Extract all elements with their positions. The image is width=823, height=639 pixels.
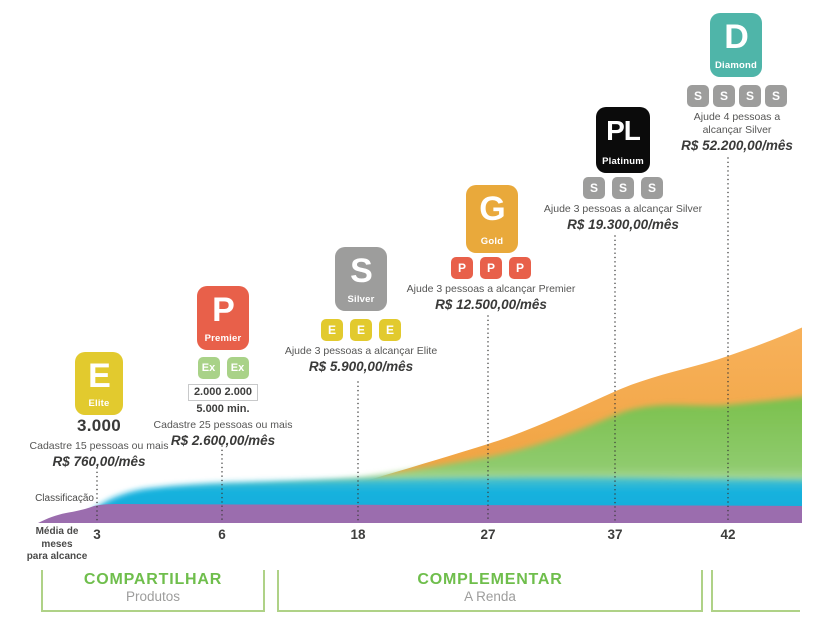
x-axis-label: Média de meses para alcance bbox=[26, 526, 88, 562]
silver-chip: S bbox=[583, 177, 605, 199]
platinum-requirement: Ajude 3 pessoas a alcançar Silver bbox=[543, 203, 703, 215]
platinum-income: R$ 19.300,00/mês bbox=[567, 217, 679, 233]
premier-chip: P bbox=[509, 257, 531, 279]
annotation-premier: Ex Ex 2.000 2.000 5.000 min. Cadastre 25… bbox=[136, 357, 310, 448]
badge-elite: E Elite bbox=[75, 352, 123, 415]
annotation-gold: P P P Ajude 3 pessoas a alcançar Premier… bbox=[404, 257, 578, 312]
premier-income: R$ 2.600,00/mês bbox=[170, 433, 276, 449]
section-compartilhar: COMPARTILHAR Produtos bbox=[41, 570, 265, 612]
elite-chip: E bbox=[350, 319, 372, 341]
purple-band bbox=[38, 504, 802, 523]
elite-chip: E bbox=[321, 319, 343, 341]
gold-income: R$ 12.500,00/mês bbox=[435, 297, 547, 313]
badge-premier-letter: P bbox=[212, 291, 235, 329]
badge-silver-letter: S bbox=[350, 252, 373, 290]
premier-chip: P bbox=[480, 257, 502, 279]
diamond-income: R$ 52.200,00/mês bbox=[681, 138, 793, 154]
badge-diamond-name: Diamond bbox=[714, 60, 758, 71]
dotted-guides bbox=[96, 157, 729, 522]
badge-gold-letter: G bbox=[479, 190, 505, 228]
gold-requirement: Ajude 3 pessoas a alcançar Premier bbox=[406, 283, 576, 295]
annotation-platinum: S S S Ajude 3 pessoas a alcançar Silver … bbox=[535, 177, 711, 232]
badge-gold: G Gold bbox=[466, 185, 518, 253]
x-tick-42: 42 bbox=[720, 527, 736, 542]
elite-volume: 3.000 bbox=[76, 416, 122, 435]
gold-helper-chips: P P P bbox=[404, 257, 578, 279]
section-complementar-subtitle: A Renda bbox=[464, 589, 516, 604]
silver-chip: S bbox=[765, 85, 787, 107]
platinum-helper-chips: S S S bbox=[535, 177, 711, 199]
annotation-silver: E E E Ajude 3 pessoas a alcançar Elite R… bbox=[274, 319, 448, 374]
silver-chip: S bbox=[612, 177, 634, 199]
section-complementar-title: COMPLEMENTAR bbox=[417, 571, 563, 588]
badge-platinum-name: Platinum bbox=[602, 156, 644, 167]
classification-label: Classificação bbox=[35, 493, 94, 504]
section-compartilhar-subtitle: Produtos bbox=[125, 589, 181, 604]
elite-chip: E bbox=[379, 319, 401, 341]
badge-platinum-letter: PL bbox=[606, 115, 641, 146]
section-next-title bbox=[713, 570, 800, 571]
silver-chip: S bbox=[641, 177, 663, 199]
section-next bbox=[711, 570, 800, 612]
elite-requirement: Cadastre 15 pessoas ou mais bbox=[29, 440, 169, 452]
section-complementar: COMPLEMENTAR A Renda bbox=[277, 570, 703, 612]
ex-chip: Ex bbox=[197, 357, 220, 379]
x-tick-3: 3 bbox=[93, 527, 101, 542]
silver-chip: S bbox=[739, 85, 761, 107]
silver-chip: S bbox=[687, 85, 709, 107]
badge-diamond-letter: D bbox=[724, 18, 749, 56]
premier-chip: P bbox=[451, 257, 473, 279]
diamond-requirement: Ajude 4 pessoas a alcançar Silver bbox=[693, 111, 781, 137]
silver-helper-chips: E E E bbox=[274, 319, 448, 341]
premier-requirement: Cadastre 25 pessoas ou mais bbox=[153, 419, 293, 431]
silver-requirement: Ajude 3 pessoas a alcançar Elite bbox=[284, 345, 438, 357]
annotation-elite: 3.000 Cadastre 15 pessoas ou mais R$ 760… bbox=[12, 416, 186, 469]
badge-elite-name: Elite bbox=[88, 398, 110, 409]
badge-gold-name: Gold bbox=[480, 236, 504, 247]
badge-silver: S Silver bbox=[335, 247, 387, 311]
x-tick-18: 18 bbox=[350, 527, 366, 542]
elite-income: R$ 760,00/mês bbox=[52, 454, 146, 470]
silver-chip: S bbox=[713, 85, 735, 107]
annotation-diamond: S S S S Ajude 4 pessoas a alcançar Silve… bbox=[661, 85, 813, 153]
section-compartilhar-title: COMPARTILHAR bbox=[83, 571, 223, 588]
premier-helper-chips: Ex Ex bbox=[136, 357, 310, 379]
premier-volume-min: 5.000 min. bbox=[196, 403, 250, 415]
silver-income: R$ 5.900,00/mês bbox=[308, 359, 414, 375]
badge-platinum: PL Platinum bbox=[596, 107, 650, 173]
badge-premier: P Premier bbox=[197, 286, 249, 350]
x-tick-27: 27 bbox=[480, 527, 496, 542]
x-tick-6: 6 bbox=[218, 527, 226, 542]
badge-elite-letter: E bbox=[88, 357, 111, 395]
badge-diamond: D Diamond bbox=[710, 13, 762, 77]
x-tick-37: 37 bbox=[607, 527, 623, 542]
badge-silver-name: Silver bbox=[347, 294, 375, 305]
diamond-helper-chips: S S S S bbox=[661, 85, 813, 107]
ex-chip: Ex bbox=[226, 357, 249, 379]
premier-volumes-box: 2.000 2.000 bbox=[187, 384, 259, 401]
badge-premier-name: Premier bbox=[204, 333, 242, 344]
